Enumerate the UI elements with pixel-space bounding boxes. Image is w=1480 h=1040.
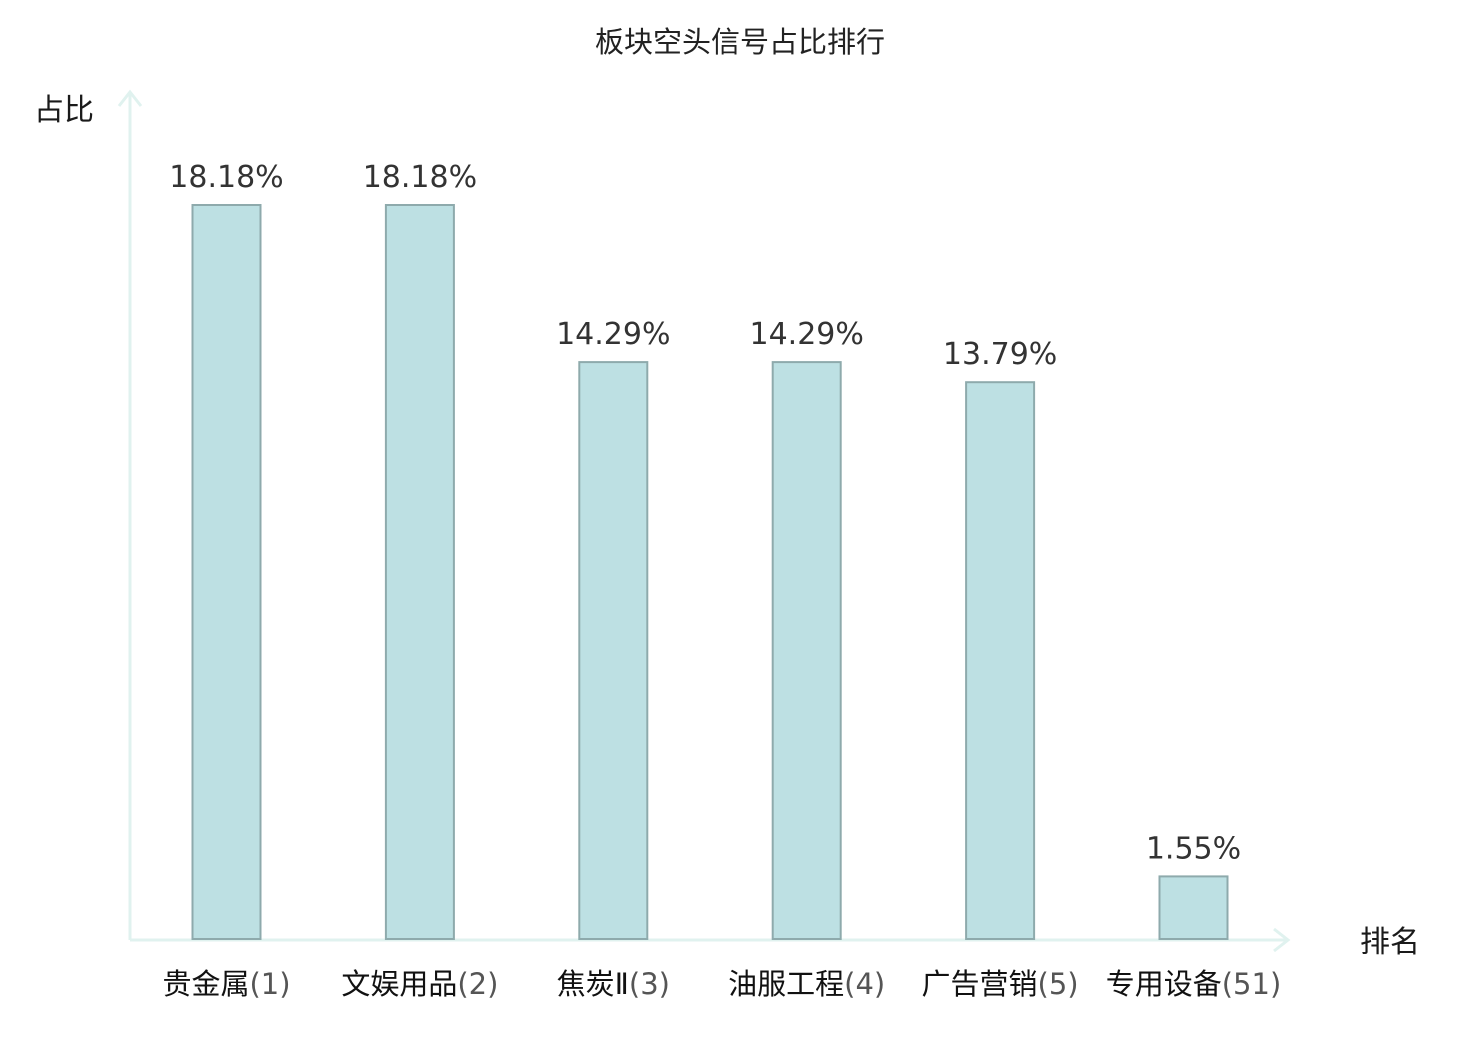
bars xyxy=(191,204,1229,941)
category-name-2: 文娱用品 xyxy=(341,967,457,1001)
category-rank-4: (4) xyxy=(844,967,885,1001)
value-labels: 18.18% 18.18% 14.29% 14.29% 13.79% 1.55% xyxy=(169,160,1241,866)
category-name-5: 广告营销 xyxy=(922,967,1038,1001)
bar-4 xyxy=(771,361,842,941)
y-axis-arrow xyxy=(117,89,143,107)
y-axis-label: 占比 xyxy=(34,93,94,128)
category-label-5: 广告营销(5) xyxy=(922,967,1079,1001)
x-axis-arrow xyxy=(1273,927,1291,953)
bar-1 xyxy=(191,204,262,940)
value-label-2: 18.18% xyxy=(363,160,477,195)
value-label-1: 18.18% xyxy=(169,160,283,195)
category-rank-2: (2) xyxy=(457,967,498,1001)
axes xyxy=(117,89,1291,953)
value-label-3: 14.29% xyxy=(556,317,670,352)
category-labels: 贵金属(1) 文娱用品(2) 焦炭Ⅱ(3) 油服工程(4) 广告营销(5) 专用设备(51… xyxy=(162,967,1281,1001)
bar-5 xyxy=(965,381,1036,940)
bar-6 xyxy=(1158,875,1229,941)
value-label-5: 13.79% xyxy=(943,337,1057,372)
category-label-4: 油服工程(4) xyxy=(728,967,885,1001)
value-label-4: 14.29% xyxy=(750,317,864,352)
category-name-1: 贵金属 xyxy=(162,967,249,1001)
category-label-2: 文娱用品(2) xyxy=(341,967,498,1001)
bar-2 xyxy=(384,204,455,940)
category-rank-1: (1) xyxy=(249,967,290,1001)
category-label-3: 焦炭Ⅱ(3) xyxy=(557,967,670,1001)
category-label-6: 专用设备(51) xyxy=(1106,967,1282,1001)
category-rank-5: (5) xyxy=(1038,967,1079,1001)
chart-title: 板块空头信号占比排行 xyxy=(595,25,885,59)
category-rank-6: (51) xyxy=(1222,967,1282,1001)
x-axis-label: 排名 xyxy=(1360,925,1420,960)
value-label-6: 1.55% xyxy=(1146,831,1241,866)
category-label-1: 贵金属(1) xyxy=(162,967,290,1001)
category-name-3: 焦炭Ⅱ xyxy=(557,967,629,1001)
category-name-4: 油服工程 xyxy=(728,967,844,1001)
category-rank-3: (3) xyxy=(629,967,670,1001)
bar-3 xyxy=(578,361,649,941)
category-name-6: 专用设备 xyxy=(1106,967,1222,1001)
